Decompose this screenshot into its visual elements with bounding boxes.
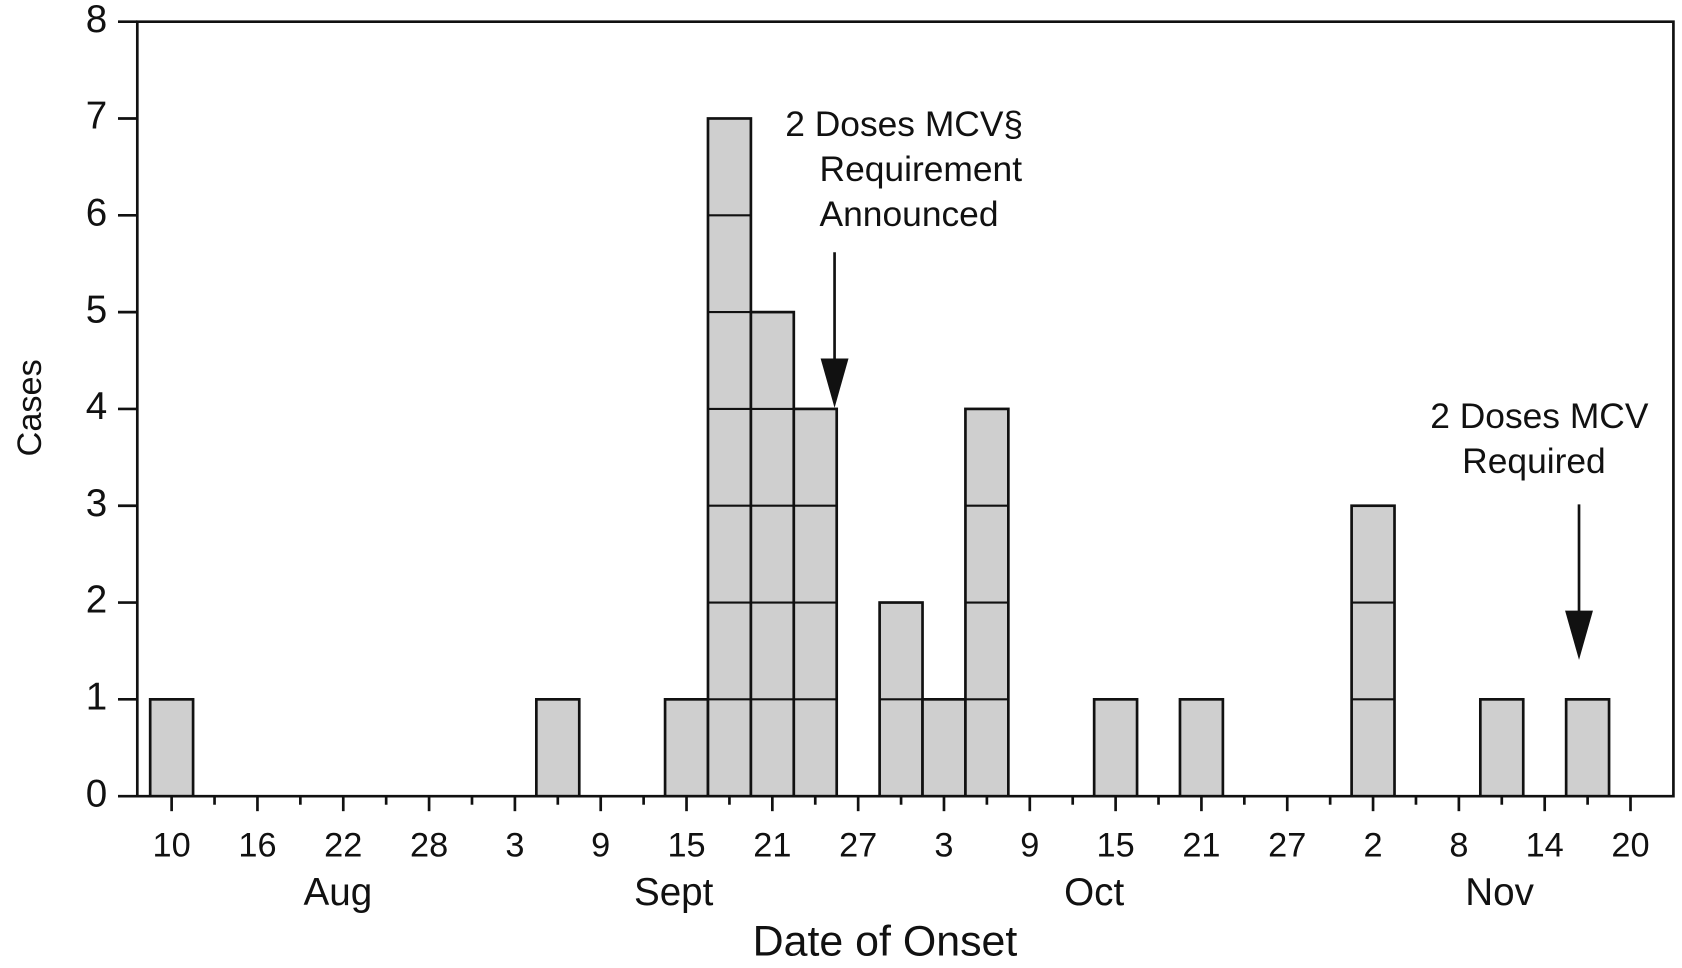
y-tick-label: 3 [86,482,107,525]
x-tick-label: 21 [1182,827,1220,865]
y-tick-label: 1 [86,676,107,719]
x-tick-label: 3 [934,827,953,865]
annotation-text: 2 Doses MCV§ [785,105,1023,144]
y-axis-title: Cases [11,359,49,456]
annotation-text: Required [1462,442,1606,481]
x-tick-label: 2 [1364,827,1383,865]
bar [148,698,195,798]
x-tick-label: 3 [505,827,524,865]
bar [1564,698,1611,798]
x-tick-label: 27 [839,827,877,865]
y-tick-label: 5 [86,288,107,331]
bar [1350,504,1396,798]
x-tick-label: 22 [324,827,362,865]
bar [1178,698,1225,798]
annotation-arrow-head [1565,610,1593,660]
x-tick-label: 15 [1097,827,1135,865]
bar [1092,698,1139,798]
annotation-arrow-head [820,358,849,408]
x-tick-label: 10 [153,827,191,865]
month-label: Sept [634,871,714,914]
x-tick-label: 9 [1020,827,1039,865]
bar [663,698,710,798]
bar [535,698,581,798]
annotation-text: Requirement [820,150,1023,189]
x-tick-label: 9 [591,827,610,865]
x-tick-label: 15 [667,827,705,865]
annotation-text: 2 Doses MCV [1430,397,1649,436]
x-tick-label: 20 [1611,827,1649,865]
month-label: Nov [1465,871,1534,914]
y-tick-label: 0 [86,772,107,815]
bar [1478,698,1525,798]
y-tick-label: 6 [86,191,107,234]
y-tick-label: 2 [86,579,107,622]
annotation-text: Announced [820,195,999,234]
y-tick-label: 7 [86,95,107,138]
bar [921,698,967,798]
y-tick-label: 8 [86,0,107,41]
y-tick-label: 4 [86,385,107,428]
plot-frame [135,20,1675,798]
x-tick-label: 27 [1268,827,1306,865]
x-tick-label: 28 [410,827,448,865]
x-tick-label: 14 [1526,827,1564,865]
x-axis-title: Date of Onset [753,918,1018,966]
month-label: Oct [1064,871,1124,914]
x-tick-label: 16 [238,827,276,865]
x-tick-label: 8 [1449,827,1468,865]
month-label: Aug [304,871,373,914]
x-tick-label: 21 [753,827,791,865]
bar [706,117,753,798]
bar [749,310,796,798]
